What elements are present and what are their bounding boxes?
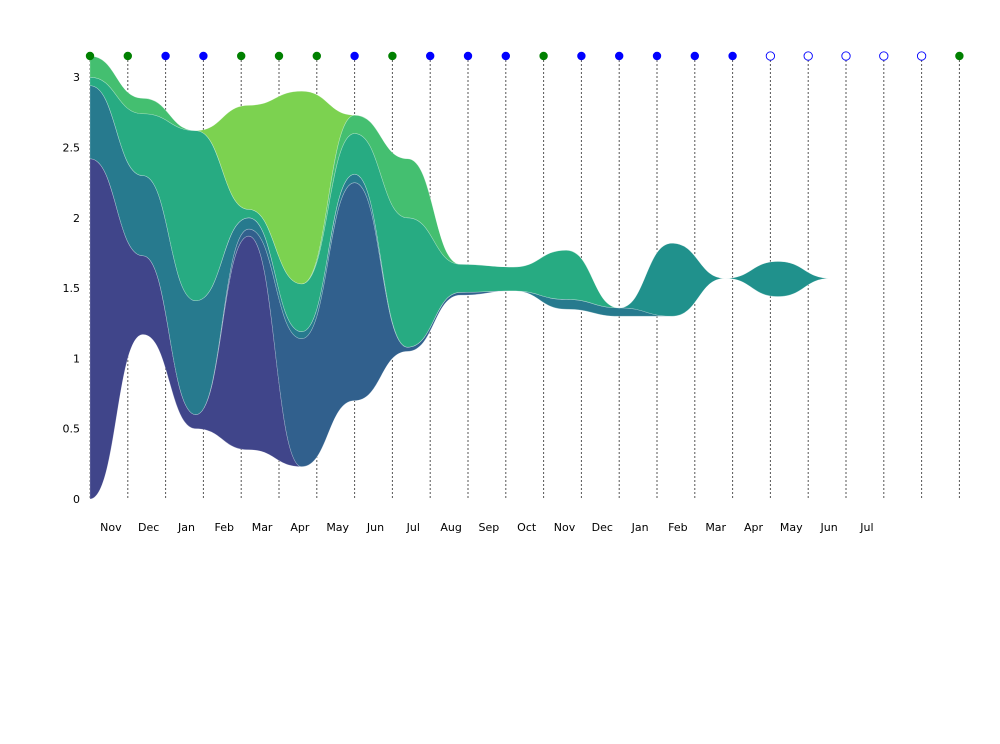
x-tick-label: Oct	[517, 521, 537, 534]
x-tick-label: Jul	[859, 521, 873, 534]
x-tick-label: Mar	[252, 521, 273, 534]
x-tick-label: Nov	[100, 521, 122, 534]
month-marker	[237, 51, 246, 61]
y-tick-label: 0.5	[63, 423, 81, 436]
x-tick-label: Jul	[406, 521, 420, 534]
y-tick-label: 2	[73, 212, 80, 225]
x-tick-label: Dec	[138, 521, 159, 534]
stream-areas	[89, 55, 831, 500]
month-marker	[388, 51, 397, 61]
month-marker	[123, 51, 132, 61]
x-tick-label: Jun	[366, 521, 384, 534]
month-marker	[955, 51, 964, 61]
y-axis: 0 0.5 1 1.5 2 2.5 3	[63, 71, 81, 506]
x-tick-label: Sep	[479, 521, 500, 534]
month-marker	[274, 51, 284, 61]
month-marker	[879, 51, 889, 61]
x-tick-label: Feb	[215, 521, 234, 534]
x-tick-label: Aug	[440, 521, 461, 534]
x-tick-label: Dec	[592, 521, 613, 534]
month-marker	[577, 51, 586, 61]
month-marker	[312, 51, 321, 61]
month-marker	[615, 51, 624, 61]
month-marker	[690, 51, 699, 61]
x-tick-label: Jan	[631, 521, 649, 534]
y-tick-label: 2.5	[63, 142, 81, 155]
x-tick-label: May	[780, 521, 803, 534]
y-tick-label: 1.5	[63, 282, 81, 295]
month-markers	[85, 51, 964, 61]
month-marker	[539, 51, 548, 61]
x-axis: Nov Dec Jan Feb Mar Apr May Jun Jul Aug Sep Oct Nov D…	[100, 521, 873, 534]
month-marker	[85, 51, 95, 61]
stream-series-8	[89, 55, 831, 309]
x-tick-label: Feb	[668, 521, 687, 534]
month-marker	[161, 51, 170, 61]
y-tick-label: 0	[73, 493, 80, 506]
x-tick-label: Apr	[744, 521, 764, 534]
month-marker	[728, 51, 737, 61]
month-marker	[463, 51, 473, 61]
x-tick-label: Apr	[290, 521, 310, 534]
month-marker	[199, 51, 208, 61]
month-marker	[652, 51, 662, 61]
month-marker	[841, 51, 851, 61]
month-marker	[765, 51, 776, 61]
month-marker	[501, 51, 510, 61]
month-marker	[916, 51, 927, 61]
y-tick-label: 3	[73, 71, 80, 84]
month-marker	[803, 51, 813, 61]
x-tick-label: Jun	[820, 521, 838, 534]
month-marker	[350, 51, 359, 61]
month-marker	[426, 51, 435, 61]
x-tick-label: Mar	[705, 521, 726, 534]
x-tick-label: Nov	[554, 521, 576, 534]
y-tick-label: 1	[73, 352, 80, 365]
x-tick-label: May	[326, 521, 349, 534]
x-tick-label: Jan	[177, 521, 195, 534]
